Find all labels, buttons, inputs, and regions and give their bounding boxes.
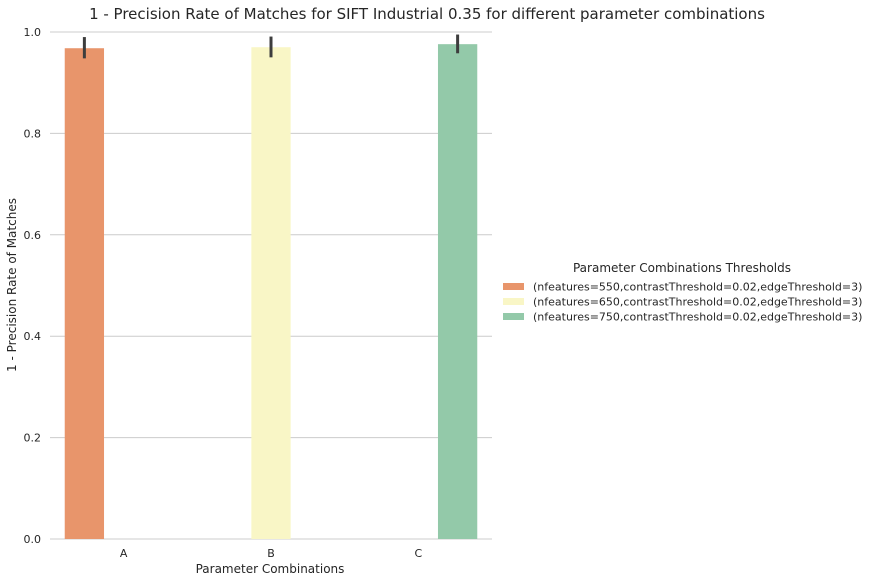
error-bars	[82, 34, 460, 59]
y-tick-label: 0.8	[24, 127, 42, 140]
legend-entry: (nfeatures=750,contrastThreshold=0.02,ed…	[533, 311, 862, 324]
legend-swatch	[503, 313, 524, 320]
y-tick-label: 0.4	[24, 330, 42, 343]
x-tick-label: B	[267, 547, 275, 560]
legend-swatch	[503, 298, 524, 305]
legend-entry: (nfeatures=650,contrastThreshold=0.02,ed…	[533, 296, 862, 309]
y-tick-label: 0.2	[24, 432, 42, 445]
y-tick-label: 1.0	[24, 26, 42, 39]
bar	[251, 47, 291, 540]
x-tick-label: A	[120, 547, 128, 560]
x-tick-labels: A B C	[120, 547, 423, 560]
legend: Parameter Combinations Thresholds (nfeat…	[503, 261, 862, 324]
bar	[64, 48, 105, 539]
y-tick-label: 0.0	[24, 533, 42, 546]
x-tick-label: C	[414, 547, 422, 560]
legend-swatch	[503, 283, 524, 290]
legend-title: Parameter Combinations Thresholds	[573, 261, 791, 275]
y-tick-label: 0.6	[24, 229, 42, 242]
chart-title: 1 - Precision Rate of Matches for SIFT I…	[89, 5, 765, 23]
y-tick-labels: 0.0 0.2 0.4 0.6 0.8 1.0	[24, 26, 42, 546]
legend-entry: (nfeatures=550,contrastThreshold=0.02,ed…	[533, 281, 862, 294]
x-axis-label: Parameter Combinations	[196, 562, 345, 576]
y-axis-label: 1 - Precision Rate of Matches	[5, 198, 19, 372]
bars	[64, 44, 478, 540]
bar	[437, 44, 478, 539]
